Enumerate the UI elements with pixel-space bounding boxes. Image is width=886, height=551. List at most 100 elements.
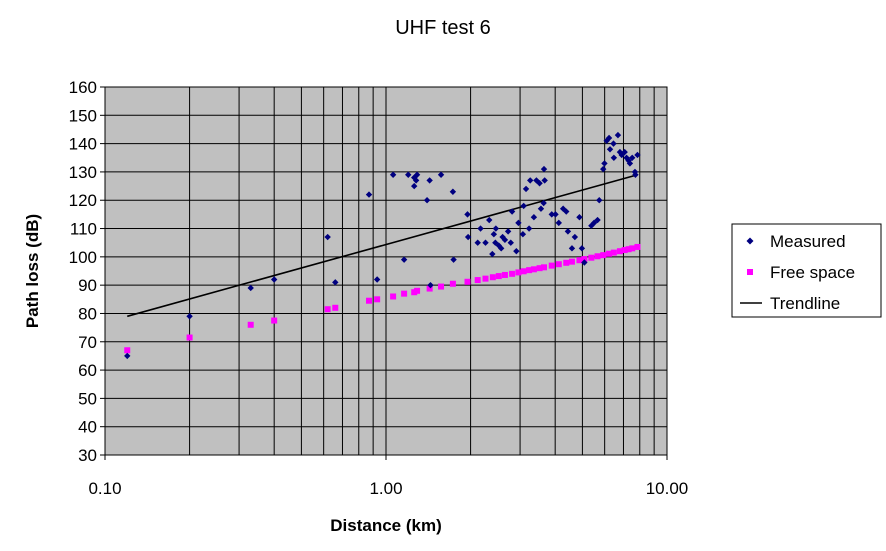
free-space-point [474,277,481,284]
measured-point [186,313,193,320]
free-space-point [634,243,641,250]
measured-point [533,177,540,184]
free-space-point [621,247,628,254]
measured-point [522,185,530,193]
y-tick-label: 100 [69,248,97,267]
measured-point [486,216,493,224]
free-space-point [568,258,575,265]
free-space-point [576,257,583,264]
x-axis-label: Distance (km) [330,516,441,535]
legend-label: Measured [770,232,846,251]
free-space-point [629,245,636,252]
measured-point [621,148,628,156]
measured-point [450,256,457,263]
measured-point [614,131,622,139]
free-space-point [247,321,254,328]
legend-label: Free space [770,263,855,282]
measured-point [552,211,559,218]
chart-title: UHF test 6 [395,17,491,39]
measured-point [508,208,516,215]
measured-point [497,245,505,252]
measured-point [576,214,583,221]
free-space-point [401,290,408,297]
free-space-point [548,262,555,269]
measured-point [564,228,572,235]
free-space-point [271,317,278,324]
measured-point [634,151,641,159]
free-space-point [186,334,193,341]
free-space-point [501,271,508,278]
free-space-point [374,296,381,303]
measured-point [536,180,543,187]
free-space-point [482,275,489,282]
y-tick-label: 80 [78,304,97,323]
measured-point [247,284,254,292]
free-space-point [563,259,570,266]
measured-point [449,188,457,195]
y-tick-label: 70 [78,333,97,352]
measured-point [474,239,481,246]
free-space-point [390,293,397,300]
free-space-point [555,261,562,268]
y-tick-label: 30 [78,446,97,465]
measured-point [527,177,534,184]
measured-point [590,219,598,227]
free-space-point [526,267,533,274]
measured-point [629,154,636,161]
free-space-series [124,243,641,354]
measured-point [537,205,545,212]
measured-point [601,160,608,167]
measured-point [632,171,639,178]
y-tick-label: 140 [69,135,97,154]
y-tick-label: 160 [69,78,97,97]
y-tick-label: 150 [69,106,97,125]
measured-point [507,239,514,246]
free-space-point [536,265,543,272]
free-space-point [426,285,433,292]
free-space-point [541,264,548,271]
measured-point [520,202,527,210]
free-space-point [625,246,632,253]
free-space-point [324,306,331,313]
measured-point [626,160,634,167]
free-space-point [124,347,131,354]
measured-point [373,276,381,283]
trendline [127,173,638,318]
x-tick-label: 1.00 [369,479,402,498]
free-space-point [495,273,502,280]
measured-point [437,171,445,178]
measured-point [568,245,576,252]
measured-point [513,247,520,255]
free-space-point [530,266,537,273]
free-space-point [581,256,588,263]
measured-point [555,219,562,227]
trendline-layer [127,173,638,318]
measured-point [477,225,484,232]
measured-point [423,197,431,204]
measured-point [603,137,610,144]
y-tick-label: 90 [78,276,97,295]
measured-point [426,177,433,184]
free-space-point [489,274,496,281]
measured-point [464,233,472,241]
measured-point [541,177,548,184]
free-space-point [616,248,623,255]
grid-lines [105,87,667,455]
measured-point [464,211,471,218]
y-tick-label: 130 [69,163,97,182]
y-tick-label: 110 [70,220,97,239]
free-space-point [606,250,613,257]
free-space-point [588,254,595,261]
measured-point [600,165,607,173]
measured-point [124,352,131,360]
measured-point [540,199,547,207]
free-space-point [464,278,471,285]
free-space-point [594,253,601,260]
y-tick-label: 120 [69,191,97,210]
measured-point [492,225,500,232]
measured-point [596,197,603,204]
x-tick-label: 10.00 [646,479,689,498]
measured-point [530,214,538,221]
measured-point [563,208,570,215]
x-tick-label: 0.10 [88,479,121,498]
